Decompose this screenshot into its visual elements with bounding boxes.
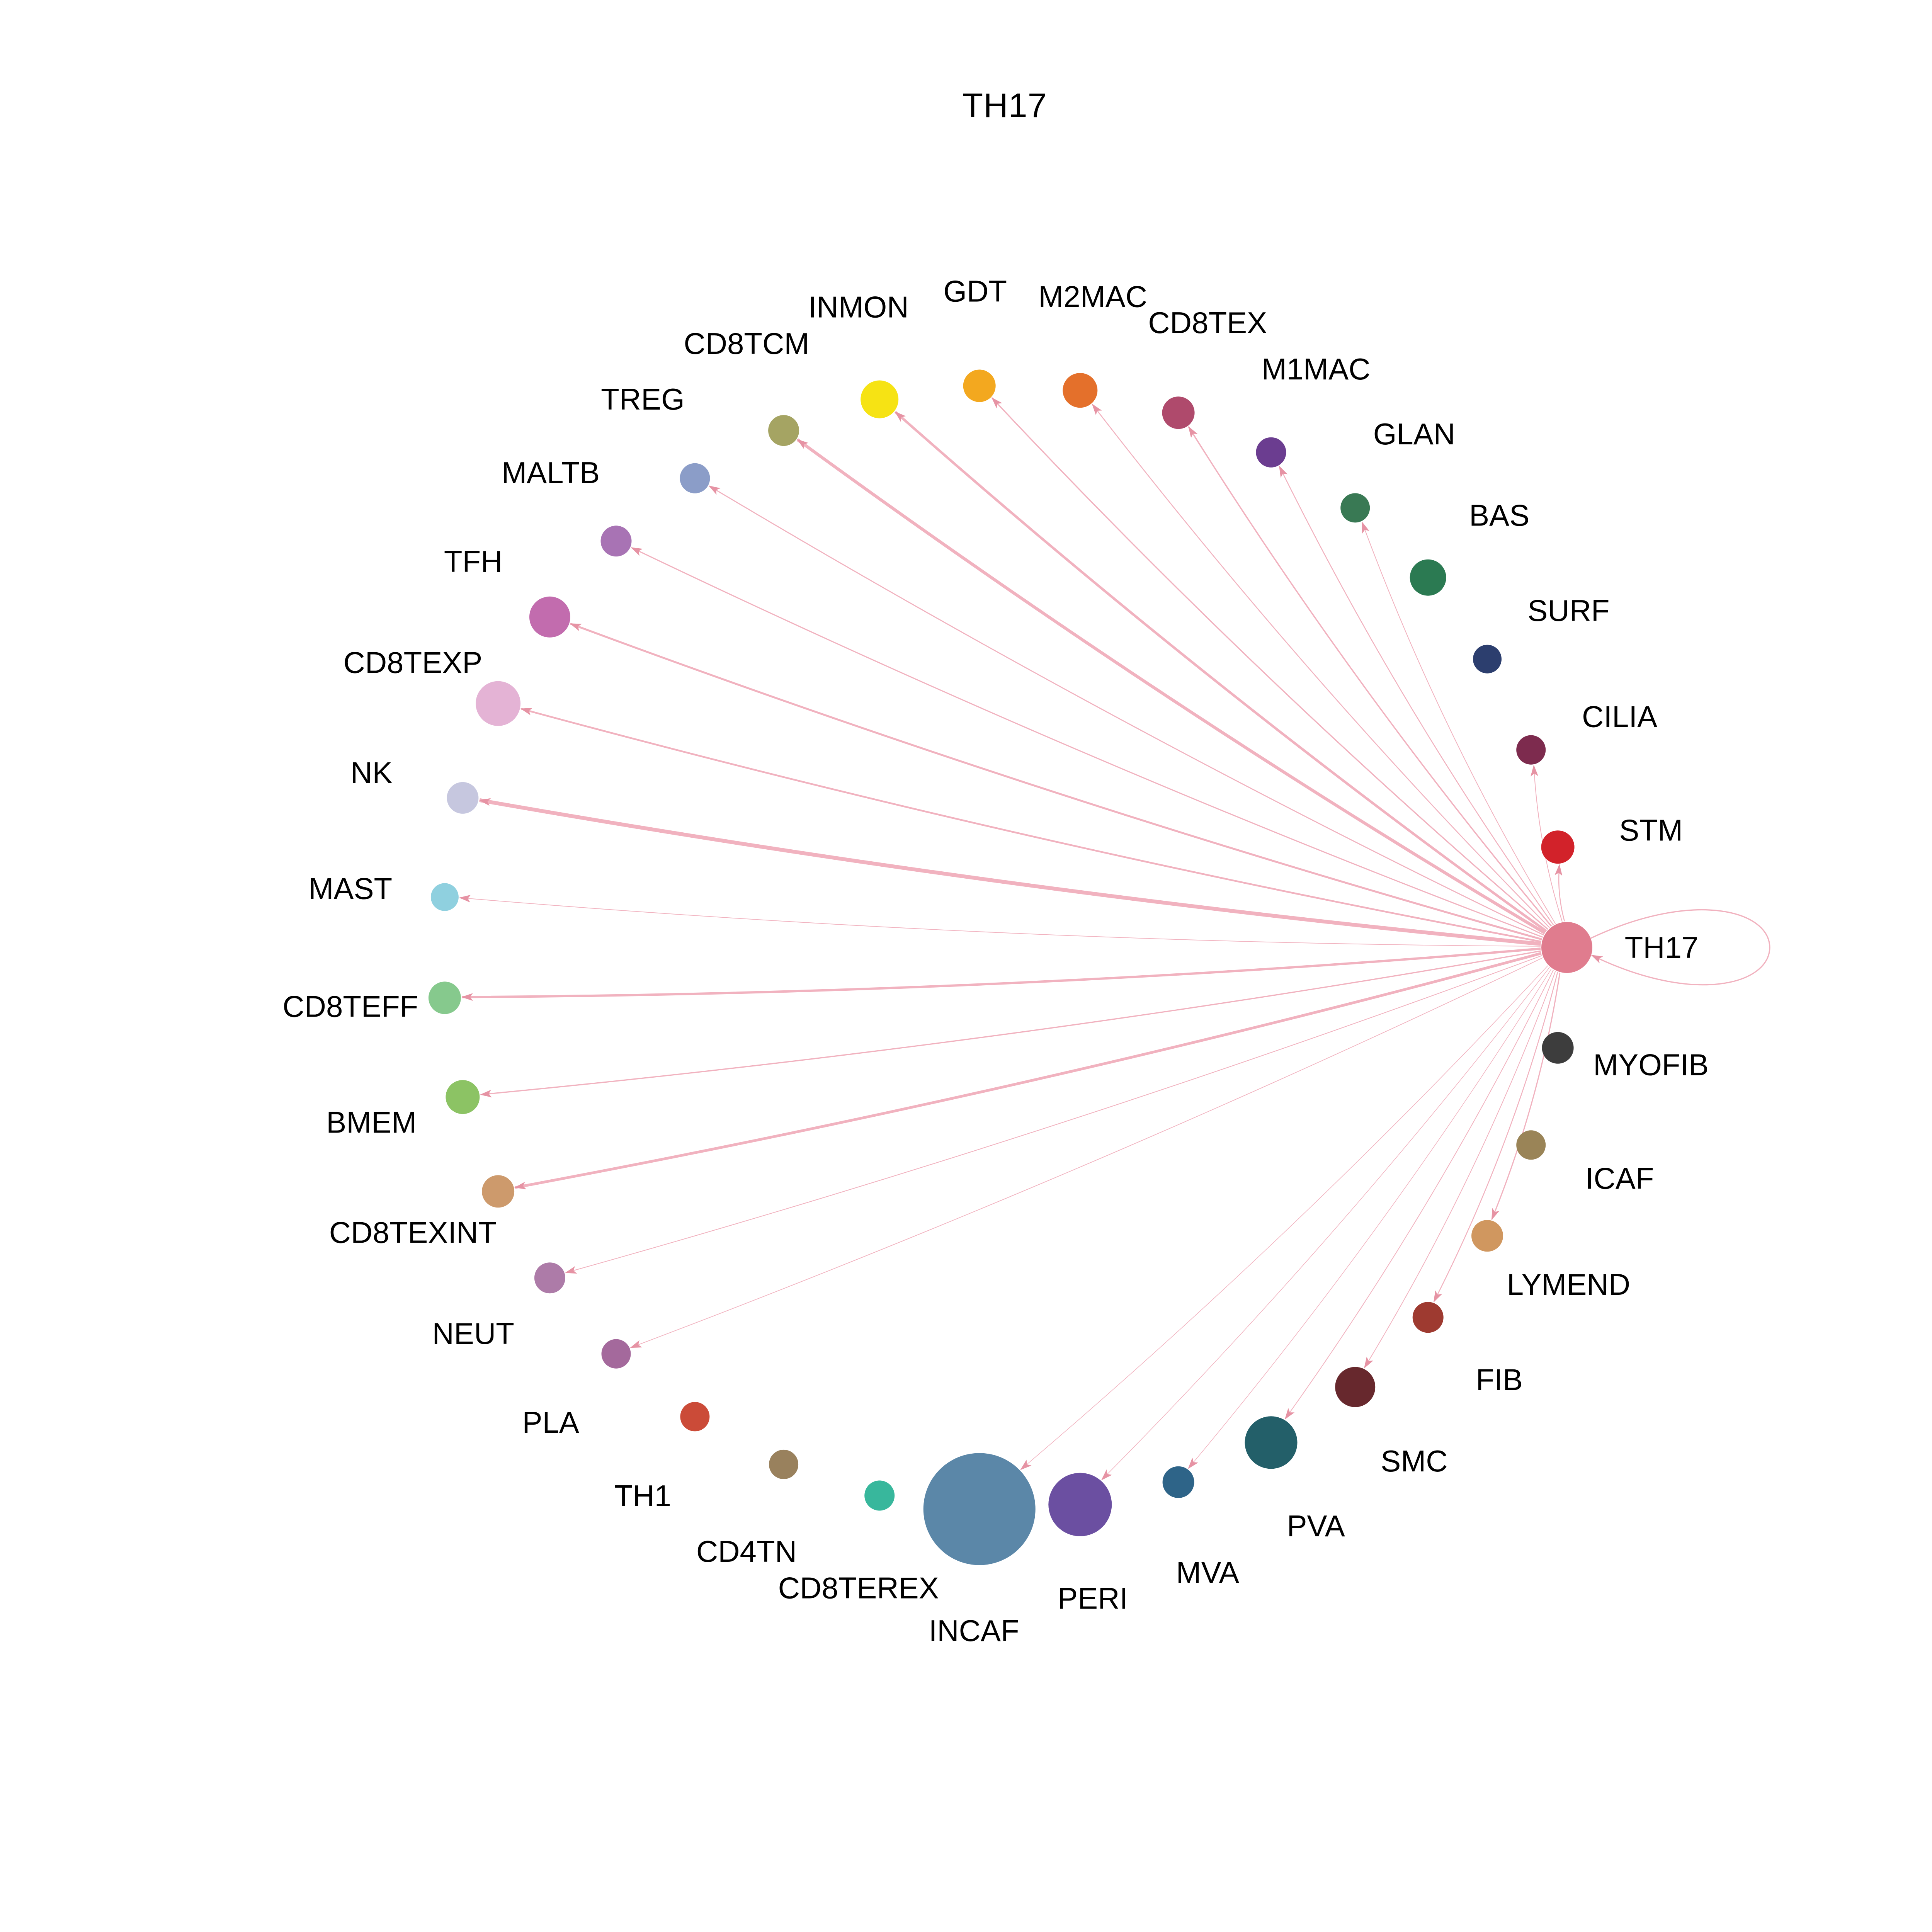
node-CD8TCM: [768, 415, 799, 446]
edge-TH17-to-MAST: [459, 895, 1541, 947]
node-PVA: [1245, 1416, 1298, 1469]
node-label-MYOFIB: MYOFIB: [1593, 1048, 1709, 1082]
node-NK: [447, 782, 479, 814]
node-label-GDT: GDT: [943, 274, 1007, 308]
edge-TH17-to-M1MAC: [1279, 466, 1554, 925]
node-label-CD8TEREX: CD8TEREX: [778, 1571, 939, 1605]
edge-TH17-to-NK: [479, 798, 1541, 946]
node-CD8TEX: [1162, 396, 1195, 429]
edge-TH17-to-CD8TEXINT: [514, 952, 1542, 1190]
edge-TH17-to-PVA: [1284, 969, 1554, 1420]
node-label-CD8TEXINT: CD8TEXINT: [329, 1216, 497, 1250]
edge-TH17-to-MVA: [1188, 968, 1552, 1469]
node-label-CD8TEFF: CD8TEFF: [282, 989, 418, 1023]
edge-TH17-to-INCAF: [1020, 965, 1548, 1470]
edge-TH17-to-GLAN: [1362, 521, 1556, 924]
node-label-INCAF: INCAF: [929, 1614, 1019, 1648]
node-STM: [1541, 830, 1575, 864]
edge-TH17-to-CD8TEX: [1188, 426, 1552, 927]
node-label-PVA: PVA: [1287, 1509, 1345, 1543]
node-label-M2MAC: M2MAC: [1038, 279, 1147, 313]
edge-TH17-to-M2MAC: [1092, 403, 1550, 928]
edge-TH17-to-SMC: [1364, 971, 1556, 1369]
edge-TH17-to-CD8TEFF: [461, 947, 1541, 1001]
node-TH1: [680, 1402, 710, 1432]
edge-TH17-to-INMON: [894, 411, 1547, 932]
node-label-TFH: TFH: [444, 544, 503, 578]
edge-TH17-to-FIB: [1433, 972, 1558, 1303]
node-TFH: [529, 596, 570, 638]
node-PERI: [1048, 1473, 1112, 1536]
node-ICAF: [1516, 1130, 1546, 1160]
node-NEUT: [534, 1262, 565, 1294]
node-INCAF: [923, 1453, 1036, 1565]
node-label-PERI: PERI: [1058, 1582, 1128, 1616]
node-TH17: [1541, 922, 1592, 973]
node-label-MAST: MAST: [308, 872, 392, 906]
node-CD8TEXINT: [482, 1175, 515, 1208]
node-label-NEUT: NEUT: [432, 1316, 514, 1350]
node-label-STM: STM: [1619, 813, 1683, 847]
node-MAST: [430, 883, 459, 911]
node-label-CD8TEX: CD8TEX: [1148, 306, 1267, 340]
node-label-LYMEND: LYMEND: [1507, 1267, 1630, 1301]
node-label-SMC: SMC: [1381, 1444, 1447, 1478]
node-M1MAC: [1256, 437, 1286, 468]
node-FIB: [1412, 1302, 1444, 1333]
node-label-CD4TN: CD4TN: [696, 1534, 797, 1568]
node-GLAN: [1340, 493, 1370, 523]
edge-TH17-to-MALTB: [631, 547, 1543, 938]
node-label-PLA: PLA: [522, 1405, 579, 1439]
edge-TH17-to-STM: [1554, 864, 1565, 922]
node-SMC: [1335, 1367, 1376, 1407]
node-CD8TEREX: [864, 1480, 895, 1511]
node-BAS: [1410, 559, 1446, 596]
node-label-SURF: SURF: [1527, 594, 1609, 628]
node-PLA: [601, 1339, 631, 1369]
node-CILIA: [1516, 735, 1546, 765]
edge-TH17-to-TREG: [708, 485, 1544, 936]
edge-TH17-to-CD8TEXP: [520, 707, 1542, 943]
edge-TH17-to-TFH: [570, 622, 1542, 940]
node-MALTB: [600, 526, 632, 557]
node-label-GLAN: GLAN: [1373, 417, 1455, 451]
node-CD8TEFF: [428, 981, 461, 1014]
node-CD8TEXP: [476, 681, 521, 726]
node-label-TREG: TREG: [601, 382, 685, 416]
node-INMON: [861, 380, 899, 418]
edge-TH17-to-BMEM: [480, 950, 1541, 1098]
node-label-MALTB: MALTB: [502, 456, 600, 490]
node-label-INMON: INMON: [808, 290, 909, 324]
edge-TH17-to-CD8TCM: [796, 438, 1546, 934]
node-label-ICAF: ICAF: [1585, 1161, 1654, 1195]
node-LYMEND: [1471, 1220, 1503, 1252]
edge-TH17-to-GDT: [991, 397, 1548, 930]
node-label-CILIA: CILIA: [1582, 700, 1657, 734]
node-CD4TN: [769, 1449, 799, 1479]
node-label-M1MAC: M1MAC: [1262, 352, 1371, 386]
node-MYOFIB: [1542, 1032, 1574, 1064]
node-label-TH17: TH17: [1625, 930, 1699, 964]
node-TREG: [680, 463, 710, 493]
node-label-CD8TEXP: CD8TEXP: [344, 645, 483, 679]
node-label-BMEM: BMEM: [326, 1105, 417, 1139]
self-loop-edge-TH17: [1590, 909, 1770, 986]
edge-TH17-to-LYMEND: [1491, 973, 1561, 1220]
node-MVA: [1162, 1466, 1194, 1498]
node-label-CD8TCM: CD8TCM: [684, 327, 809, 361]
edge-TH17-to-PERI: [1101, 967, 1550, 1481]
page-title: TH17: [962, 86, 1047, 124]
node-SURF: [1473, 645, 1502, 673]
node-label-FIB: FIB: [1476, 1363, 1523, 1397]
node-M2MAC: [1063, 373, 1098, 408]
node-label-MVA: MVA: [1176, 1555, 1239, 1589]
node-GDT: [963, 369, 996, 402]
node-label-TH1: TH1: [614, 1479, 671, 1513]
node-label-NK: NK: [350, 756, 392, 790]
edge-TH17-to-PLA: [630, 957, 1543, 1348]
node-label-BAS: BAS: [1469, 498, 1529, 532]
node-BMEM: [446, 1080, 480, 1114]
edge-TH17-to-NEUT: [565, 955, 1542, 1274]
